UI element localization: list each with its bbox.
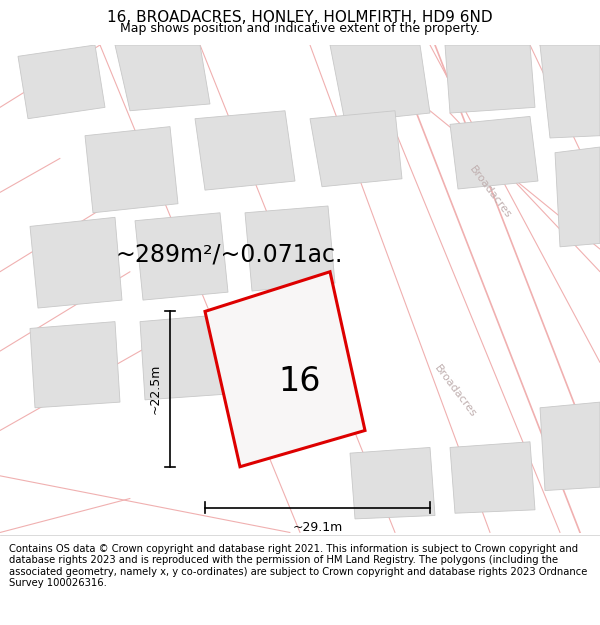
Polygon shape — [540, 402, 600, 491]
Polygon shape — [18, 45, 105, 119]
Text: Contains OS data © Crown copyright and database right 2021. This information is : Contains OS data © Crown copyright and d… — [9, 544, 587, 588]
Text: Broadacres: Broadacres — [467, 164, 513, 221]
Polygon shape — [205, 272, 365, 467]
Polygon shape — [115, 45, 210, 111]
Polygon shape — [540, 45, 600, 138]
Text: 16, BROADACRES, HONLEY, HOLMFIRTH, HD9 6ND: 16, BROADACRES, HONLEY, HOLMFIRTH, HD9 6… — [107, 10, 493, 25]
Polygon shape — [445, 45, 535, 113]
Polygon shape — [330, 45, 430, 122]
Polygon shape — [450, 116, 538, 189]
Polygon shape — [195, 111, 295, 190]
Polygon shape — [135, 213, 228, 300]
Polygon shape — [30, 217, 122, 308]
Polygon shape — [310, 111, 402, 187]
Polygon shape — [140, 315, 226, 400]
Polygon shape — [450, 442, 535, 513]
Text: ~29.1m: ~29.1m — [292, 521, 343, 534]
Text: 16: 16 — [279, 365, 321, 398]
Text: Broadacres: Broadacres — [432, 362, 478, 419]
Text: Map shows position and indicative extent of the property.: Map shows position and indicative extent… — [120, 22, 480, 35]
Text: ~22.5m: ~22.5m — [149, 364, 162, 414]
Polygon shape — [30, 322, 120, 408]
Polygon shape — [245, 206, 335, 291]
Polygon shape — [555, 147, 600, 247]
Polygon shape — [85, 127, 178, 212]
Polygon shape — [350, 448, 435, 519]
Text: ~289m²/~0.071ac.: ~289m²/~0.071ac. — [115, 242, 343, 267]
